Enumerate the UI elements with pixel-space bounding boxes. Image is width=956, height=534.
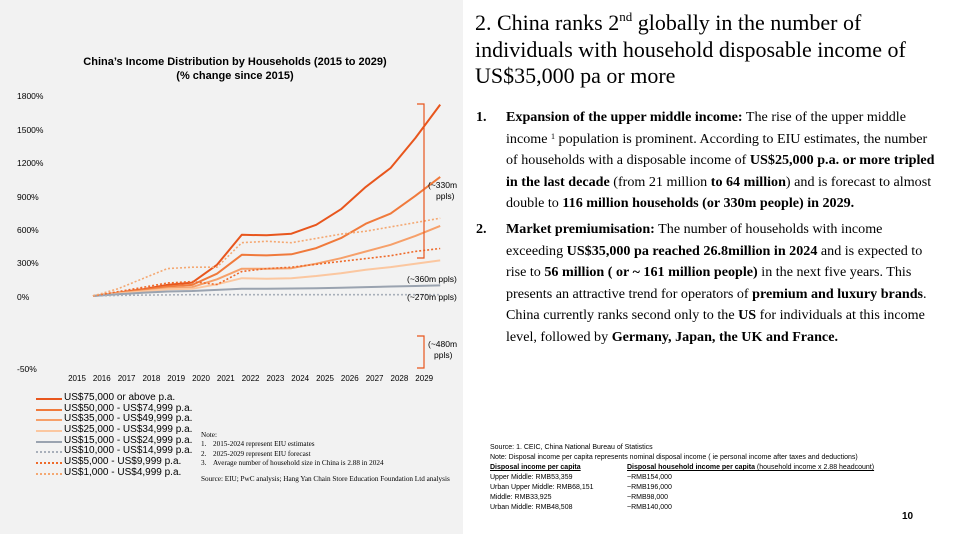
legend-item: US$50,000 - US$74,999 p.a. xyxy=(36,402,206,415)
x-tick-label: 2015 xyxy=(68,374,86,383)
legend-label: US$35,000 - US$49,999 p.a. xyxy=(64,413,193,425)
legend-swatch xyxy=(36,472,62,475)
chart-title-main: China’s Income Distribution by Household… xyxy=(83,56,387,68)
legend-label: US$75,000 or above p.a. xyxy=(64,392,176,403)
y-tick-label: 1800% xyxy=(17,91,44,101)
annotation-360m: (~360m ppls) xyxy=(407,274,457,284)
legend-item: US$1,000 - US$4,999 p.a. xyxy=(36,466,206,479)
series-line-2 xyxy=(92,176,441,297)
x-tick-label: 2028 xyxy=(391,374,409,383)
note-title: Note: xyxy=(201,431,217,439)
series-line-6 xyxy=(92,293,441,297)
annotation-270m: (~270m ppls) xyxy=(407,292,457,302)
y-tick-label: 600% xyxy=(17,225,39,235)
annotation-480m: (~480m xyxy=(428,339,457,349)
bracket-upper xyxy=(417,103,425,259)
chart-legend: US$75,000 or above p.a. US$50,000 - US$74… xyxy=(36,392,206,479)
chart-panel: China’s Income Distribution by Household… xyxy=(0,0,463,534)
legend-label: US$1,000 - US$4,999 p.a. xyxy=(64,466,182,478)
note-item: 3. Average number of household size in Ch… xyxy=(201,458,384,467)
x-tick-label: 2018 xyxy=(143,374,161,383)
legend-item: US$5,000 - US$9,999 p.a. xyxy=(36,456,206,468)
y-tick-label: 1200% xyxy=(17,158,44,168)
y-tick-label: 1500% xyxy=(17,125,44,135)
key-point-2: 2. Market premiumisation: The number of … xyxy=(476,220,927,345)
x-tick-label: 2017 xyxy=(118,374,136,383)
note-item: 1. 2015-2024 represent EIU estimates xyxy=(201,440,315,449)
legend-item: US$35,000 - US$49,999 p.a. xyxy=(36,414,206,425)
x-tick-label: 2023 xyxy=(267,374,285,383)
x-tick-label: 2020 xyxy=(192,374,210,383)
key-point-1: 1. Expansion of the upper middle income:… xyxy=(476,109,935,212)
legend-label: US$15,000 - US$24,999 p.a. xyxy=(64,434,193,446)
x-tick-label: 2026 xyxy=(341,374,359,383)
sources-table-row: Middle: RMB33,925 ~RMB98,000 xyxy=(490,494,669,501)
sources-table-row: Urban Upper Middle: RMB68,151 ~RMB196,000 xyxy=(490,484,672,491)
series-line-4 xyxy=(92,259,441,297)
annotation-480m-2: ppls) xyxy=(434,350,453,360)
x-tick-label: 2022 xyxy=(242,374,260,383)
legend-label: US$10,000 - US$14,999 p.a. xyxy=(64,445,193,457)
legend-swatch xyxy=(36,462,62,465)
slide-headline: 2. China ranks 2nd globally in the numbe… xyxy=(475,9,906,88)
chart-subtitle: (% change since 2015) xyxy=(176,70,294,82)
series-line-3 xyxy=(92,224,441,297)
key-point-number: 2. xyxy=(476,220,487,237)
legend-label: US$25,000 - US$34,999 p.a. xyxy=(64,424,193,436)
chart-note: Note: 1. 2015-2024 represent EIU estimate… xyxy=(201,431,459,484)
x-tick-label: 2027 xyxy=(366,374,384,383)
y-tick-label: 0% xyxy=(17,292,30,302)
legend-swatch xyxy=(36,408,62,411)
note-source: Source: EIU; PwC analysis; Hang Yan Chai… xyxy=(201,475,450,484)
legend-label: US$50,000 - US$74,999 p.a. xyxy=(64,402,193,414)
source-note-line: Note: Disposal income per capita represe… xyxy=(490,454,858,461)
legend-item: US$15,000 - US$24,999 p.a. xyxy=(36,434,206,447)
x-tick-label: 2016 xyxy=(93,374,111,383)
legend-swatch xyxy=(36,398,62,400)
line-chart: 1800% 1500% 1200% 900% 600% 300% 0% -50% 2015 201… xyxy=(17,91,457,383)
y-tick-label: 300% xyxy=(17,258,39,268)
legend-item: US$75,000 or above p.a. xyxy=(36,392,206,404)
annotation-330m: (~330m xyxy=(428,180,457,190)
legend-label: US$5,000 - US$9,999 p.a. xyxy=(64,456,182,468)
x-tick-label: 2019 xyxy=(167,374,185,383)
y-tick-label: 900% xyxy=(17,192,39,202)
legend-swatch xyxy=(36,430,62,433)
sources-table-row: Upper Middle: RMB53,359 ~RMB154,000 xyxy=(490,474,672,481)
legend-swatch xyxy=(36,419,62,422)
x-tick-label: 2025 xyxy=(316,374,334,383)
sources-table-row: Urban Middle: RMB48,508 ~RMB140,000 xyxy=(490,504,672,511)
legend-item: US$25,000 - US$34,999 p.a. xyxy=(36,424,206,436)
bracket-lower xyxy=(417,335,425,369)
sources-table-header: Disposal income per capita Disposal hous… xyxy=(490,464,875,471)
page-number: 10 xyxy=(902,511,914,522)
x-tick-label: 2021 xyxy=(217,374,235,383)
legend-swatch xyxy=(36,440,62,443)
x-tick-label: 2029 xyxy=(415,374,433,383)
series-line-5 xyxy=(92,284,441,297)
legend-item: US$10,000 - US$14,999 p.a. xyxy=(36,446,206,457)
key-points: 1. Expansion of the upper middle income:… xyxy=(476,107,941,353)
chart-title: China’s Income Distribution by Household… xyxy=(40,55,430,83)
sources-footnote: Source: 1. CEIC, China National Bureau o… xyxy=(490,443,930,513)
x-tick-label: 2024 xyxy=(291,374,309,383)
key-point-number: 1. xyxy=(476,109,487,125)
note-item: 2. 2025-2029 represent EIU forecast xyxy=(201,449,311,458)
annotation-330m-2: ppls) xyxy=(436,191,455,201)
y-tick-label: -50% xyxy=(17,364,37,374)
legend-swatch xyxy=(36,451,62,454)
headline-superscript: nd xyxy=(619,9,633,24)
series-line-8 xyxy=(92,217,441,297)
source-line: Source: 1. CEIC, China National Bureau o… xyxy=(490,444,653,451)
